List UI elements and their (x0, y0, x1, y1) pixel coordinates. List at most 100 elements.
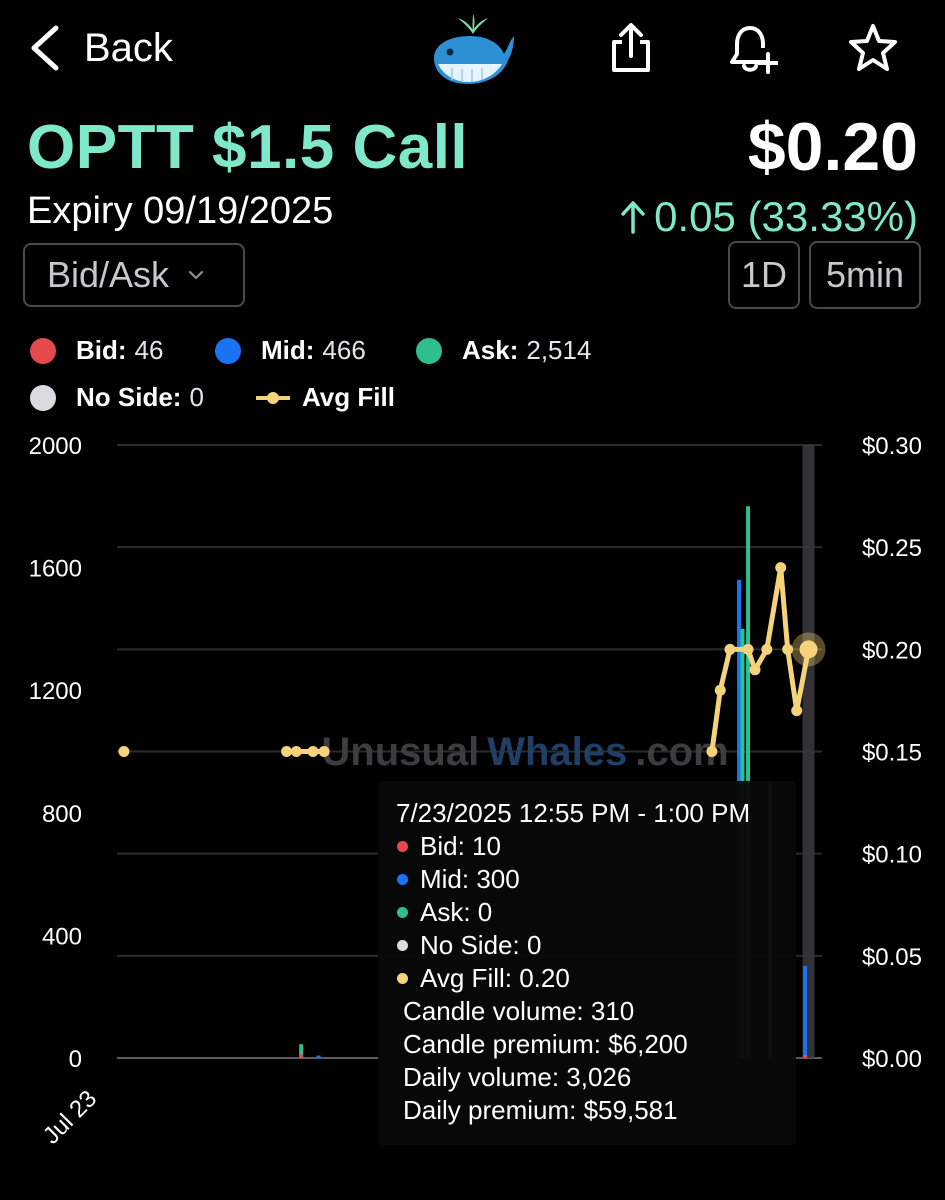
y-left-tick: 800 (42, 801, 82, 828)
avg-fill-point (791, 705, 803, 717)
y-left-tick: 2000 (29, 433, 82, 460)
y-right-tick: $0.05 (862, 944, 922, 971)
tooltip-daily-premium: Daily premium: $59,581 (403, 1095, 678, 1125)
interval-button[interactable]: 5min (809, 241, 921, 309)
chevron-down-icon (188, 270, 204, 280)
volume-bar-bid (299, 1054, 304, 1058)
tooltip-bid-row: Bid: 10 (394, 830, 780, 863)
price-change-value: 0.05 (33.33%) (654, 193, 918, 240)
legend-mid-value: 466 (322, 335, 366, 365)
legend-ask-label: Ask: (462, 335, 519, 365)
bid-dot-icon (397, 841, 408, 852)
tooltip-mid-row: Mid: 300 (394, 863, 780, 896)
no-side-dot-icon (30, 384, 56, 411)
range-button[interactable]: 1D (728, 241, 800, 309)
avg-fill-line-icon (256, 391, 290, 404)
favorite-button[interactable] (848, 22, 898, 74)
y-right-tick: $0.30 (862, 433, 922, 460)
avg-fill-series (118, 562, 826, 757)
back-button[interactable]: Back (28, 22, 173, 74)
legend-no-side: No Side: 0 (30, 382, 204, 413)
tooltip-ask-row: Ask: 0 (394, 896, 780, 929)
add-alert-button[interactable] (728, 22, 778, 74)
option-price: $0.20 (747, 109, 918, 185)
avg-fill-point (761, 643, 773, 655)
tooltip-candle-volume: Candle volume: 310 (403, 996, 635, 1026)
avg-fill-dot-icon (397, 973, 408, 984)
tooltip-mid: Mid: 300 (420, 864, 520, 894)
whale-logo-icon (428, 12, 518, 90)
avg-fill-point (742, 643, 754, 655)
avg-fill-point (714, 684, 726, 696)
legend-mid-label: Mid: (261, 335, 315, 365)
avg-fill-point (724, 643, 736, 655)
x-tick-first: Jul 23 (38, 1085, 102, 1149)
y-left-tick: 400 (42, 923, 82, 950)
avg-fill-point (749, 664, 761, 676)
volume-bar-mid (316, 1055, 321, 1058)
tooltip-ask: Ask: 0 (420, 897, 493, 927)
avg-fill-point (290, 746, 302, 757)
y-right-tick: $0.20 (862, 637, 922, 664)
chart-tooltip: 7/23/2025 12:55 PM - 1:00 PM Bid: 10 Mid… (378, 781, 796, 1145)
star-icon (849, 24, 897, 71)
y-left-tick: 0 (69, 1046, 82, 1073)
bid-dot-icon (30, 337, 56, 364)
volume-bar-bid (803, 1054, 808, 1058)
chevron-left-icon (31, 25, 59, 71)
avg-fill-point (281, 746, 293, 757)
tooltip-candle-premium: Candle premium: $6,200 (403, 1029, 688, 1059)
y-right-tick: $0.25 (862, 535, 922, 562)
tooltip-avg-fill-row: Avg Fill: 0.20 (394, 962, 780, 995)
mode-select-value: Bid/Ask (47, 254, 170, 295)
crosshair-band (802, 445, 815, 1058)
arrow-up-icon (621, 201, 645, 234)
right-axis-ticks: $0.30 $0.25 $0.20 $0.15 $0.10 $0.05 $0.00 (862, 433, 922, 1073)
tooltip-title: 7/23/2025 12:55 PM - 1:00 PM (396, 798, 751, 828)
avg-fill-point (706, 746, 718, 757)
legend-ask: Ask: 2,514 (416, 335, 591, 366)
mid-dot-icon (215, 337, 241, 364)
avg-fill-highlight-point (799, 640, 818, 659)
avg-fill-point (782, 643, 794, 655)
ask-dot-icon (416, 337, 442, 364)
left-axis-ticks: 2000 1600 1200 800 400 0 (29, 433, 82, 1073)
legend-no-side-label: No Side: (76, 382, 182, 412)
y-left-tick: 1200 (29, 678, 82, 705)
legend-avg-fill: Avg Fill (256, 382, 403, 413)
legend-avg-fill-label: Avg Fill (302, 382, 395, 412)
tooltip-avg-fill: Avg Fill: 0.20 (420, 963, 570, 993)
legend-mid: Mid: 466 (215, 335, 366, 366)
legend-ask-value: 2,514 (526, 335, 592, 365)
legend-bid: Bid: 46 (30, 335, 163, 366)
option-title: OPTT $1.5 Call (27, 113, 469, 182)
y-left-tick: 1600 (29, 556, 82, 583)
tooltip-no-side-row: No Side: 0 (394, 929, 780, 962)
avg-fill-point (775, 562, 787, 574)
avg-fill-line (709, 565, 812, 754)
y-right-tick: $0.00 (862, 1046, 922, 1073)
avg-fill-point (318, 746, 330, 757)
tooltip-bid: Bid: 10 (420, 831, 501, 861)
avg-fill-point (118, 746, 130, 757)
bell-plus-icon (730, 26, 778, 74)
legend-bid-value: 46 (134, 335, 164, 365)
volume-bar-ask (299, 1044, 304, 1058)
y-right-tick: $0.15 (862, 740, 922, 767)
mode-select[interactable]: Bid/Ask (23, 243, 245, 307)
share-icon (612, 23, 650, 72)
tooltip-daily-volume: Daily volume: 3,026 (403, 1062, 632, 1092)
tooltip-no-side: No Side: 0 (420, 930, 542, 960)
avg-fill-point (307, 746, 319, 757)
expiry-date: Expiry 09/19/2025 (27, 190, 334, 232)
share-button[interactable] (606, 22, 656, 74)
price-change: 0.05 (33.33%) (620, 193, 918, 241)
mid-dot-icon (397, 874, 408, 885)
volume-bar-mid (803, 966, 808, 1058)
legend-bid-label: Bid: (76, 335, 127, 365)
legend-no-side-value: 0 (189, 382, 204, 412)
ask-dot-icon (397, 907, 408, 918)
watermark: Unusual Whales .com (321, 730, 728, 774)
no-side-dot-icon (397, 940, 408, 951)
y-right-tick: $0.10 (862, 842, 922, 869)
